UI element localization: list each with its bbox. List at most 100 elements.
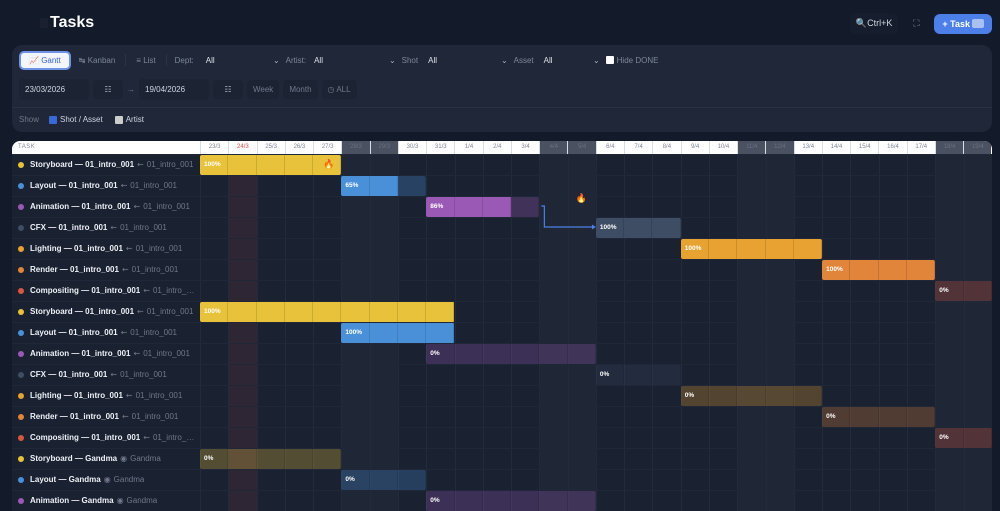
dept-dot-icon xyxy=(18,413,24,420)
task-label[interactable]: Animation — 01_intro_001 ⇜ 01_intro_001 xyxy=(18,202,190,211)
task-row[interactable]: Storyboard — 01_intro_001 ⇜ 01_intro_001 10… xyxy=(12,154,992,175)
view-gantt-button[interactable]: 📈 Gantt xyxy=(19,50,71,70)
view-list-button[interactable]: ≡ List xyxy=(136,55,156,65)
task-bar[interactable]: 0% xyxy=(935,428,992,448)
task-bar[interactable]: 100% xyxy=(200,155,342,175)
calendar-icon[interactable]: ☷ xyxy=(213,80,243,99)
task-label[interactable]: Layout — 01_intro_001 ⇜ 01_intro_001 xyxy=(18,181,177,190)
calendar-icon[interactable]: ☷ xyxy=(93,80,123,99)
shot-icon: ⇜ xyxy=(137,307,144,316)
day-header: 31/3 xyxy=(426,141,454,154)
task-row[interactable]: Compositing — 01_intro_001 ⇜ 01_intro_… 0% xyxy=(12,280,992,301)
task-label[interactable]: Animation — Gandma ◉ Gandma xyxy=(18,496,157,505)
bar-segment xyxy=(426,323,455,343)
view-kanban-button[interactable]: ↹ Kanban xyxy=(78,55,116,65)
day-header: 5/4 xyxy=(567,141,596,154)
task-label[interactable]: Compositing — 01_intro_001 ⇜ 01_intro_… xyxy=(18,286,194,295)
day-header: 28/3 xyxy=(341,141,370,154)
task-row[interactable]: Animation — 01_intro_001 ⇜ 01_intro_001 86%… xyxy=(12,193,992,217)
search-button[interactable]: 🔍Ctrl+K xyxy=(849,13,899,34)
bar-segment xyxy=(793,386,823,406)
day-column xyxy=(454,154,483,511)
day-column xyxy=(256,154,285,511)
task-label[interactable]: Animation — 01_intro_001 ⇜ 01_intro_001 xyxy=(18,349,190,358)
bar-segment xyxy=(256,155,285,175)
shot-filter[interactable]: Shot All ⌄ xyxy=(401,55,508,65)
task-bar[interactable]: 100% xyxy=(595,218,681,238)
page-title: Tasks xyxy=(40,14,94,32)
task-row[interactable]: CFX — 01_intro_001 ⇜ 01_intro_001 100% xyxy=(12,217,992,238)
fullscreen-icon[interactable]: ⛶ xyxy=(913,18,920,28)
task-row[interactable]: Layout — Gandma ◉ Gandma 0% xyxy=(12,469,992,490)
bar-segment xyxy=(228,155,257,175)
task-label[interactable]: CFX — 01_intro_001 ⇜ 01_intro_001 xyxy=(18,370,167,379)
task-row[interactable]: Animation — 01_intro_001 ⇜ 01_intro_001 0% xyxy=(12,343,992,364)
arrow-right-icon: → xyxy=(127,85,135,94)
day-column xyxy=(595,154,624,511)
show-shot-asset-checkbox[interactable]: Shot / Asset xyxy=(49,115,103,124)
chevron-down-icon: ⌄ xyxy=(388,55,396,65)
dept-dot-icon xyxy=(18,266,24,273)
artist-filter[interactable]: Artist: All ⌄ xyxy=(285,55,396,65)
show-artist-checkbox[interactable]: Artist xyxy=(114,115,144,124)
task-bar[interactable]: 0% xyxy=(200,449,342,469)
end-date-input[interactable]: 19/04/2026 xyxy=(139,79,209,100)
chevron-down-icon: ⌄ xyxy=(272,55,280,65)
task-label[interactable]: Lighting — 01_intro_001 ⇜ 01_intro_001 xyxy=(18,244,182,253)
asset-filter[interactable]: Asset All ⌄ xyxy=(513,55,600,65)
bar-segment xyxy=(426,197,455,217)
day-column xyxy=(200,154,228,511)
bar-segment xyxy=(256,449,285,469)
bar-segment xyxy=(228,449,257,469)
task-bar[interactable]: 100% xyxy=(200,302,455,322)
task-label[interactable]: Storyboard — 01_intro_001 ⇜ 01_intro_001 xyxy=(18,307,193,316)
add-task-button[interactable]: + Task xyxy=(934,13,992,34)
hide-done-checkbox[interactable]: Hide DONE xyxy=(605,56,658,65)
bar-segment xyxy=(539,491,568,511)
task-row[interactable]: CFX — 01_intro_001 ⇜ 01_intro_001 0% xyxy=(12,364,992,385)
task-row[interactable]: Lighting — 01_intro_001 ⇜ 01_intro_001 100% xyxy=(12,238,992,259)
task-bar[interactable]: 0% xyxy=(426,344,596,364)
task-row[interactable]: Render — 01_intro_001 ⇜ 01_intro_001 100% xyxy=(12,259,992,280)
task-label[interactable]: CFX — 01_intro_001 ⇜ 01_intro_001 xyxy=(18,223,167,232)
day-header: 27/3 xyxy=(313,141,341,154)
task-row[interactable]: Lighting — 01_intro_001 ⇜ 01_intro_001 0% xyxy=(12,385,992,406)
task-row[interactable]: Layout — 01_intro_001 ⇜ 01_intro_001 100% xyxy=(12,322,992,343)
task-row[interactable]: Storyboard — Gandma ◉ Gandma 0% xyxy=(12,448,992,469)
month-button[interactable]: Month xyxy=(283,80,318,99)
task-label[interactable]: Render — 01_intro_001 ⇜ 01_intro_001 xyxy=(18,265,178,274)
task-row[interactable]: Animation — Gandma ◉ Gandma 0% xyxy=(12,490,992,511)
task-row[interactable]: Compositing — 01_intro_001 ⇜ 01_intro_… 0% xyxy=(12,427,992,448)
task-bar[interactable]: 0% xyxy=(935,281,992,301)
task-bar[interactable]: 100% xyxy=(680,239,823,259)
task-label[interactable]: Layout — 01_intro_001 ⇜ 01_intro_001 xyxy=(18,328,177,337)
dept-filter[interactable]: Dept: All ⌄ xyxy=(174,55,280,65)
task-row[interactable]: Render — 01_intro_001 ⇜ 01_intro_001 0% xyxy=(12,406,992,427)
task-column-header: TASK xyxy=(18,144,36,150)
task-label[interactable]: Lighting — 01_intro_001 ⇜ 01_intro_001 xyxy=(18,391,182,400)
task-label[interactable]: Storyboard — Gandma ◉ Gandma xyxy=(18,454,161,463)
task-row[interactable]: Storyboard — 01_intro_001 ⇜ 01_intro_001 10… xyxy=(12,301,992,322)
bar-segment xyxy=(737,386,766,406)
task-label[interactable]: Storyboard — 01_intro_001 ⇜ 01_intro_001 xyxy=(18,160,193,169)
week-button[interactable]: Week xyxy=(247,80,280,99)
day-column xyxy=(652,154,680,511)
task-bar[interactable]: 0% xyxy=(341,470,427,490)
task-label[interactable]: Render — 01_intro_001 ⇜ 01_intro_001 xyxy=(18,412,178,421)
task-bar[interactable]: 0% xyxy=(595,365,681,385)
task-label[interactable]: Layout — Gandma ◉ Gandma xyxy=(18,475,144,484)
task-bar[interactable]: 100% xyxy=(341,323,455,343)
all-button[interactable]: ◷ ALL xyxy=(321,80,357,99)
day-header: 8/4 xyxy=(652,141,680,154)
task-bar[interactable]: 0% xyxy=(426,491,596,511)
task-bar[interactable]: 65% xyxy=(341,176,427,196)
task-bar[interactable]: 0% xyxy=(680,386,823,406)
task-label[interactable]: Compositing — 01_intro_001 ⇜ 01_intro_… xyxy=(18,433,194,442)
task-row[interactable]: Layout — 01_intro_001 ⇜ 01_intro_001 65% xyxy=(12,175,992,196)
dept-dot-icon xyxy=(18,455,24,462)
start-date-input[interactable]: 23/03/2026 xyxy=(19,79,89,100)
task-bar[interactable]: 100% xyxy=(822,260,936,280)
task-bar[interactable]: 0% xyxy=(822,407,936,427)
task-bar[interactable]: 86% xyxy=(426,197,540,217)
dept-dot-icon xyxy=(18,497,24,504)
